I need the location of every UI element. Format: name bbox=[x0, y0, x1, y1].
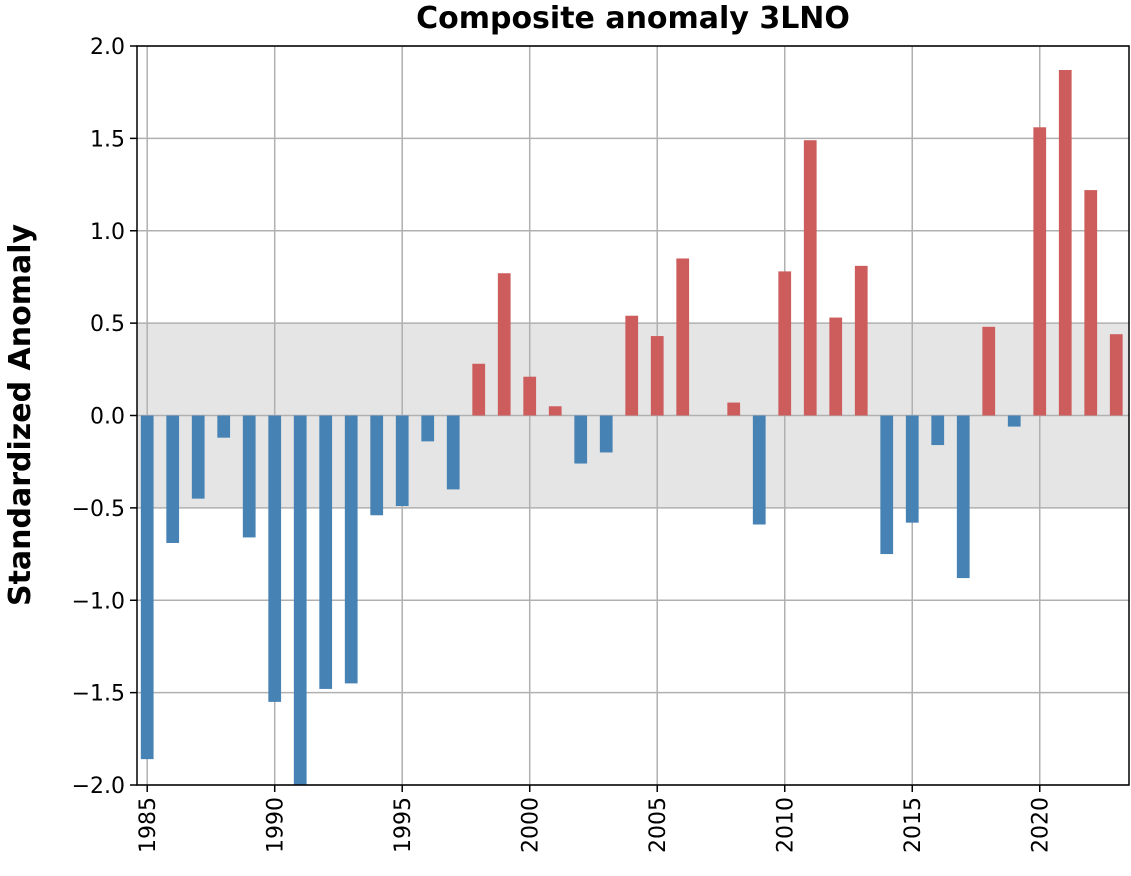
y-tick-label: 1.5 bbox=[90, 127, 125, 152]
bar-1995 bbox=[395, 415, 409, 507]
bar-2000 bbox=[523, 376, 537, 416]
bar-2005 bbox=[650, 336, 664, 416]
y-tick-label: −1.5 bbox=[72, 682, 125, 707]
x-tick-label: 1990 bbox=[264, 797, 289, 853]
bar-2016 bbox=[931, 415, 945, 446]
bar-2022 bbox=[1084, 190, 1098, 416]
y-tick-label: 2.0 bbox=[90, 35, 125, 60]
bar-2006 bbox=[676, 258, 690, 416]
y-tick-label: −0.5 bbox=[72, 497, 125, 522]
bar-2013 bbox=[854, 265, 868, 416]
bar-2002 bbox=[574, 415, 588, 464]
y-tick-label: 0.5 bbox=[90, 312, 125, 337]
bar-1988 bbox=[217, 415, 231, 438]
x-axis-ticks: 1985 1990 1995 2000 2005 2010 2015 2020 bbox=[136, 785, 1054, 853]
bar-1990 bbox=[268, 415, 282, 702]
bar-2017 bbox=[956, 415, 970, 579]
bar-1994 bbox=[370, 415, 384, 516]
bar-2010 bbox=[778, 271, 792, 416]
bar-2015 bbox=[905, 415, 919, 523]
bar-2003 bbox=[599, 415, 613, 453]
bar-1993 bbox=[344, 415, 358, 684]
bar-2004 bbox=[625, 315, 639, 416]
bar-2012 bbox=[829, 317, 843, 416]
bar-1992 bbox=[319, 415, 333, 689]
bar-1989 bbox=[242, 415, 256, 538]
bar-1985 bbox=[140, 415, 154, 760]
bar-1991 bbox=[293, 415, 307, 785]
bar-2008 bbox=[727, 402, 741, 416]
y-axis-label: Standardized Anomaly bbox=[3, 224, 38, 607]
bar-1997 bbox=[446, 415, 460, 490]
bars-layer bbox=[140, 70, 1123, 785]
x-tick-label: 1995 bbox=[391, 797, 416, 853]
bar-2018 bbox=[982, 326, 996, 416]
x-tick-label: 2010 bbox=[774, 797, 799, 853]
bar-2020 bbox=[1033, 127, 1047, 416]
chart-title: Composite anomaly 3LNO bbox=[416, 1, 850, 36]
bar-2009 bbox=[752, 415, 766, 525]
bar-1986 bbox=[166, 415, 180, 543]
bar-2023 bbox=[1109, 334, 1123, 416]
bar-1999 bbox=[497, 273, 511, 416]
y-tick-label: −1.0 bbox=[72, 589, 125, 614]
bar-2021 bbox=[1058, 70, 1072, 416]
bar-2001 bbox=[548, 406, 562, 416]
y-tick-label: −2.0 bbox=[72, 774, 125, 799]
bar-2011 bbox=[803, 140, 817, 416]
bar-2014 bbox=[880, 415, 894, 555]
x-tick-label: 2020 bbox=[1029, 797, 1054, 853]
x-tick-label: 1985 bbox=[136, 797, 161, 853]
bar-1996 bbox=[421, 415, 435, 442]
x-tick-label: 2015 bbox=[901, 797, 926, 853]
bar-1998 bbox=[472, 363, 486, 416]
x-tick-label: 2005 bbox=[646, 797, 671, 853]
bar-2019 bbox=[1007, 415, 1021, 427]
y-tick-label: 0.0 bbox=[90, 405, 125, 430]
x-tick-label: 2000 bbox=[519, 797, 544, 853]
y-axis-ticks: −2.0 −1.5 −1.0 −0.5 0.0 0.5 1.0 1.5 2.0 bbox=[72, 35, 137, 799]
bar-1987 bbox=[191, 415, 205, 499]
y-tick-label: 1.0 bbox=[90, 220, 125, 245]
